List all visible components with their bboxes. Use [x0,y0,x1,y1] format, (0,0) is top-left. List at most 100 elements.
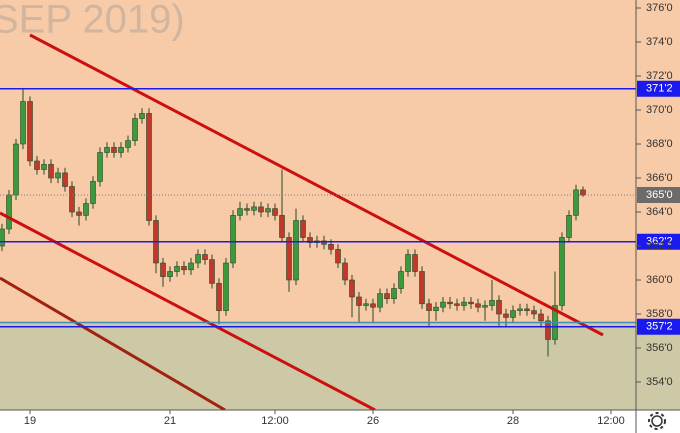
y-tick-label: 354'0 [646,376,673,388]
candle-body [566,215,572,238]
candle-body [468,301,474,305]
candle-body [307,237,313,243]
candle-body [391,288,397,299]
y-tick-label: 366'0 [646,172,673,184]
candle-body [405,254,411,272]
candle-body [398,271,404,289]
candle-body [370,303,376,308]
level-label: 371'2 [646,83,673,95]
candle-body [90,181,96,204]
candle-body [20,101,26,145]
x-tick-label: 21 [164,415,176,427]
candle-body [13,143,19,196]
candle-body [384,293,390,300]
y-tick-label: 372'0 [646,70,673,82]
candle-body [139,113,145,119]
candle-body [426,303,432,311]
candle-body [433,306,439,311]
axis-strip [0,410,680,433]
candle-body [377,293,383,308]
x-tick-label: 12:00 [597,415,625,427]
candle-body [286,237,292,281]
candle-body [349,279,355,298]
candle-body [419,271,425,305]
candle-body [531,310,537,315]
level-label: 357'2 [646,321,673,333]
level-label: 362'2 [646,236,673,248]
levels-layer: 371'2 362'2 357'2 365'0 [0,80,680,335]
candle-body [160,262,166,277]
y-tick-label: 370'0 [646,104,673,116]
trendline [0,211,376,410]
candle-body [440,301,446,308]
y-tick-label: 358'0 [646,308,673,320]
candle-body [412,254,418,272]
y-tick-label: 360'0 [646,274,673,286]
candle-body [111,147,117,153]
candle-body [223,262,229,311]
candle-body [482,305,488,308]
candle-body [517,308,523,311]
trendlines [0,33,604,410]
candle-body [293,220,299,281]
candle-body [48,164,54,179]
candle-body [328,244,334,250]
candle-body [244,208,250,211]
candle-body [496,300,502,315]
y-tick-label: 364'0 [646,206,673,218]
candle-body [538,313,544,322]
candle-body [573,189,579,216]
candle-body [356,296,362,306]
candle-body [195,254,201,264]
candle-body [188,262,194,271]
candle-body [104,147,110,153]
candle-body [118,147,124,153]
x-tick-label: 12:00 [261,415,289,427]
candle-body [216,283,222,311]
trendline [29,33,604,337]
candle-body [580,189,586,196]
candle-body [174,266,180,272]
candle-body [461,301,467,306]
candle-body [181,266,187,271]
y-tick-label: 374'0 [646,36,673,48]
y-tick-label: 376'0 [646,2,673,14]
candle-body [363,303,369,306]
candle-body [83,203,89,216]
candle-body [489,300,495,306]
candle-body [97,152,103,182]
candle-body [41,164,47,170]
candle-body [510,310,516,318]
settings-icon[interactable] [648,412,666,430]
level-label-box [637,80,680,97]
axis-layer: 354'0 356'0 358'0 360'0 362'0 364'0 366'0 368'0… [24,2,673,427]
candle-body [69,186,75,213]
candle-body [300,220,306,238]
candle-body [209,259,215,284]
candle-body [524,308,530,311]
gear [651,415,663,427]
candle-body [475,303,481,308]
candle-body [545,320,551,340]
candle-body [132,118,138,141]
zone-layer [0,322,680,410]
candle-body [335,249,341,264]
candle-body [0,228,5,247]
candle-body [251,206,257,211]
candle-body [559,237,565,306]
x-tick-label: 28 [507,415,519,427]
y-tick-label: 362'0 [646,240,673,252]
zone-fill [0,322,680,410]
trendline [0,276,226,410]
gear-teeth [648,412,666,430]
candle-body [146,113,152,221]
candle-body [258,206,264,213]
candle-body [27,101,33,162]
candle-body [265,208,271,213]
candle-body [454,303,460,306]
last-price-box [637,187,680,203]
y-tick-label: 368'0 [646,138,673,150]
watermark-title: SEP 2019) [0,0,185,42]
last-price-label: 365'0 [646,189,673,201]
